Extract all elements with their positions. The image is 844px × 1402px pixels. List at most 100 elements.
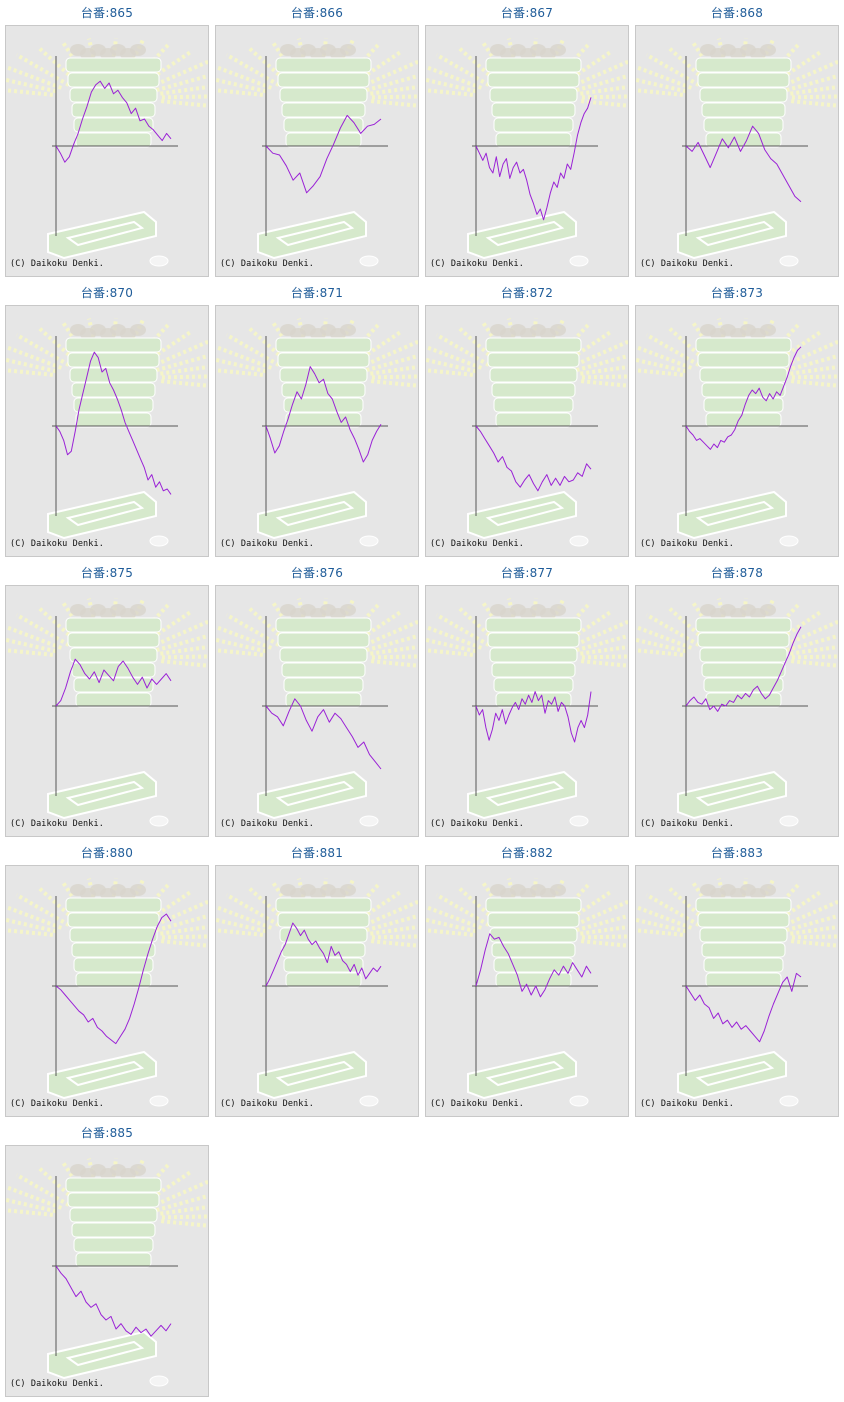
slump-graph[interactable]: (C) Daikoku Denki. [5, 865, 209, 1117]
machine-number-label[interactable]: 台番:868 [710, 6, 764, 20]
slump-graph[interactable]: (C) Daikoku Denki. [425, 585, 629, 837]
slump-line [475, 425, 592, 492]
slump-line [55, 351, 172, 495]
slump-graph-svg [216, 597, 418, 827]
machine-number-label[interactable]: 台番:867 [500, 6, 554, 20]
machine-background-illustration [426, 37, 628, 267]
machine-background-illustration [426, 877, 628, 1107]
slump-graph[interactable]: (C) Daikoku Denki. [425, 865, 629, 1117]
machine-background-illustration [636, 597, 838, 827]
slump-line [265, 114, 382, 194]
machine-number-label[interactable]: 台番:865 [80, 6, 134, 20]
slump-graph-svg [426, 317, 628, 547]
slump-line [265, 922, 382, 987]
machine-background-illustration [6, 317, 208, 547]
copyright-text: (C) Daikoku Denki. [430, 539, 524, 549]
machine-chart-cell: 台番:876 (C) Daikoku Denki. [215, 565, 419, 837]
machine-background-illustration [6, 597, 208, 827]
machine-number-label[interactable]: 台番:882 [500, 846, 554, 860]
machine-number-label[interactable]: 台番:871 [290, 286, 344, 300]
chart-grid: 台番:865 (C) Daikoku Denki. 台番:866 (C) Daikok… [5, 5, 839, 1397]
copyright-text: (C) Daikoku Denki. [640, 539, 734, 549]
copyright-text: (C) Daikoku Denki. [10, 1379, 104, 1389]
machine-number-label[interactable]: 台番:875 [80, 566, 134, 580]
machine-background-illustration [426, 597, 628, 827]
machine-number-label[interactable]: 台番:881 [290, 846, 344, 860]
machine-chart-cell: 台番:873 (C) Daikoku Denki. [635, 285, 839, 557]
slump-graph-svg [636, 597, 838, 827]
machine-chart-cell: 台番:878 (C) Daikoku Denki. [635, 565, 839, 837]
slump-line [475, 691, 592, 743]
slump-graph-svg [6, 317, 208, 547]
slump-line [55, 1265, 172, 1337]
copyright-text: (C) Daikoku Denki. [640, 819, 734, 829]
machine-number-label[interactable]: 台番:878 [710, 566, 764, 580]
machine-number-label[interactable]: 台番:880 [80, 846, 134, 860]
slump-graph[interactable]: (C) Daikoku Denki. [635, 305, 839, 557]
machine-background-illustration [636, 317, 838, 547]
machine-background-illustration [426, 317, 628, 547]
machine-number-label[interactable]: 台番:870 [80, 286, 134, 300]
copyright-text: (C) Daikoku Denki. [220, 539, 314, 549]
slump-graph[interactable]: (C) Daikoku Denki. [215, 25, 419, 277]
machine-chart-cell: 台番:870 (C) Daikoku Denki. [5, 285, 209, 557]
slump-graph-svg [216, 877, 418, 1107]
slump-graph-svg [6, 1157, 208, 1387]
slump-line [55, 913, 172, 1045]
slump-line [685, 972, 802, 1043]
machine-number-label[interactable]: 台番:877 [500, 566, 554, 580]
machine-chart-cell: 台番:880 (C) Daikoku Denki. [5, 845, 209, 1117]
slump-line [265, 698, 382, 770]
slump-line [265, 366, 382, 463]
copyright-text: (C) Daikoku Denki. [10, 539, 104, 549]
machine-background-illustration [6, 877, 208, 1107]
machine-number-label[interactable]: 台番:866 [290, 6, 344, 20]
machine-background-illustration [6, 37, 208, 267]
machine-number-label[interactable]: 台番:873 [710, 286, 764, 300]
slump-graph[interactable]: (C) Daikoku Denki. [635, 25, 839, 277]
slump-graph[interactable]: (C) Daikoku Denki. [5, 305, 209, 557]
slump-graph[interactable]: (C) Daikoku Denki. [215, 585, 419, 837]
machine-background-illustration [216, 597, 418, 827]
copyright-text: (C) Daikoku Denki. [10, 259, 104, 269]
machine-background-illustration [636, 877, 838, 1107]
machine-chart-cell: 台番:875 (C) Daikoku Denki. [5, 565, 209, 837]
slump-graph-svg [6, 597, 208, 827]
slump-graph[interactable]: (C) Daikoku Denki. [5, 25, 209, 277]
slump-line [475, 933, 592, 998]
slump-graph[interactable]: (C) Daikoku Denki. [425, 25, 629, 277]
slump-line [685, 125, 802, 203]
copyright-text: (C) Daikoku Denki. [10, 819, 104, 829]
machine-chart-cell: 台番:885 (C) Daikoku Denki. [5, 1125, 209, 1397]
machine-number-label[interactable]: 台番:885 [80, 1126, 134, 1140]
slump-line [475, 97, 592, 221]
copyright-text: (C) Daikoku Denki. [640, 259, 734, 269]
slump-graph-svg [6, 37, 208, 267]
machine-background-illustration [216, 37, 418, 267]
machine-number-label[interactable]: 台番:872 [500, 286, 554, 300]
machine-chart-cell: 台番:865 (C) Daikoku Denki. [5, 5, 209, 277]
copyright-text: (C) Daikoku Denki. [10, 1099, 104, 1109]
slump-graph[interactable]: (C) Daikoku Denki. [215, 865, 419, 1117]
slump-graph-svg [636, 877, 838, 1107]
copyright-text: (C) Daikoku Denki. [430, 1099, 524, 1109]
slump-graph-svg [636, 317, 838, 547]
machine-chart-cell: 台番:883 (C) Daikoku Denki. [635, 845, 839, 1117]
machine-background-illustration [636, 37, 838, 267]
slump-graph[interactable]: (C) Daikoku Denki. [425, 305, 629, 557]
slump-line [55, 80, 172, 163]
slump-graph[interactable]: (C) Daikoku Denki. [5, 1145, 209, 1397]
slump-graph[interactable]: (C) Daikoku Denki. [635, 865, 839, 1117]
machine-chart-cell: 台番:881 (C) Daikoku Denki. [215, 845, 419, 1117]
machine-number-label[interactable]: 台番:883 [710, 846, 764, 860]
slump-graph[interactable]: (C) Daikoku Denki. [635, 585, 839, 837]
machine-number-label[interactable]: 台番:876 [290, 566, 344, 580]
machine-chart-cell: 台番:868 (C) Daikoku Denki. [635, 5, 839, 277]
slump-graph[interactable]: (C) Daikoku Denki. [5, 585, 209, 837]
slump-graph-svg [426, 877, 628, 1107]
slump-graph[interactable]: (C) Daikoku Denki. [215, 305, 419, 557]
copyright-text: (C) Daikoku Denki. [220, 1099, 314, 1109]
slump-graph-svg [636, 37, 838, 267]
machine-background-illustration [216, 317, 418, 547]
slump-graph-svg [216, 37, 418, 267]
